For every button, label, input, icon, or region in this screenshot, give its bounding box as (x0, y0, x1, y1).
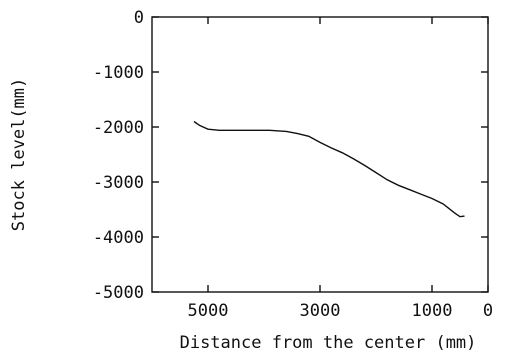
x-tick-label: 1000 (412, 301, 453, 321)
y-tick-label: -4000 (93, 228, 144, 248)
y-tick-label: 0 (134, 8, 144, 28)
y-tick-label: -2000 (93, 118, 144, 138)
y-tick-label: -5000 (93, 283, 144, 303)
x-tick-label: 3000 (300, 301, 341, 321)
series-line (193, 120, 465, 218)
y-axis-label: Stock level(mm) (9, 78, 29, 232)
y-tick-label: -3000 (93, 173, 144, 193)
y-axis-ticks: 0 -1000 -2000 -3000 -4000 -5000 (93, 8, 488, 303)
x-tick-label: 5000 (188, 301, 229, 321)
x-axis-ticks: 5000 3000 1000 0 (188, 17, 493, 321)
y-tick-label: -1000 (93, 63, 144, 83)
plot-frame (151, 16, 489, 293)
series-group (193, 120, 465, 218)
x-axis-label: Distance from the center (mm) (180, 333, 477, 353)
x-tick-label: 0 (483, 301, 493, 321)
